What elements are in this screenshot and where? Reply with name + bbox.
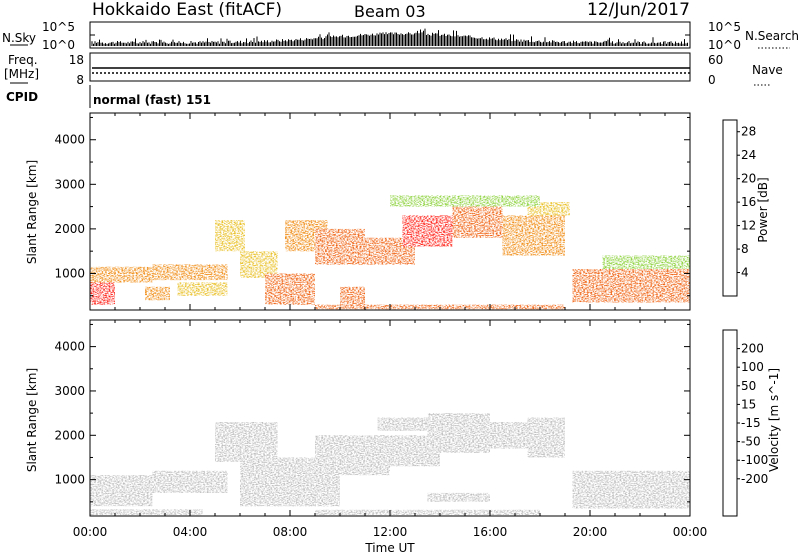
- velocity-ytick-label: 3000: [54, 384, 85, 398]
- power-panel: 1000 2000 3000 4000 Slant Range [km] 4 8 12 16…: [25, 112, 770, 311]
- velocity-colorbar: 200 100 50 15 -15 -50 -100 -200: [722, 329, 768, 517]
- time-tick-label: 00:00: [73, 525, 108, 539]
- time-tick-label: 00:00: [673, 525, 708, 539]
- power-region-18: [315, 304, 565, 310]
- velocity-colorbar-label: Velocity [m s^-1]: [767, 368, 781, 472]
- power-colorbar-frame: [722, 119, 738, 297]
- velocity-colorbar-frame: [722, 329, 738, 517]
- power-region-6: [240, 251, 278, 278]
- time-tick-label: 16:00: [473, 525, 508, 539]
- velocity-panel: 1000 2000 3000 4000 Slant Range [km] 200 100…: [25, 319, 781, 517]
- station-title: Hokkaido East (fitACF): [92, 0, 283, 20]
- power-colorbar-label: Power [dB]: [756, 177, 770, 242]
- time-tick-label: 12:00: [373, 525, 408, 539]
- power-ylabel: Slant Range [km]: [25, 160, 39, 264]
- velocity-ytick-label: 2000: [54, 428, 85, 442]
- power-region-1: [90, 266, 153, 283]
- nave-tick-0: 0: [708, 73, 716, 87]
- power-ytick-label: 3000: [54, 177, 85, 191]
- power-region-0: [90, 282, 115, 305]
- power-colorbar-tick-label: 28: [741, 125, 756, 139]
- velocity-colorbar-tick-label: -15: [741, 416, 761, 430]
- power-region-13: [452, 206, 503, 238]
- velocity-region-12: [427, 492, 490, 502]
- velocity-region-3: [215, 422, 278, 462]
- velocity-colorbar-tick-label: -200: [741, 472, 768, 486]
- velocity-region-7: [377, 417, 428, 431]
- nsky-label: N.Sky: [2, 31, 36, 45]
- power-region-16: [572, 269, 690, 303]
- time-tick-label: 08:00: [273, 525, 308, 539]
- power-region-10: [340, 286, 365, 305]
- n-tick-bottom-right: 10^0: [708, 38, 741, 52]
- power-region-9: [315, 228, 365, 265]
- velocity-region-10: [527, 417, 565, 458]
- velocity-colorbar-tick-label: 100: [741, 360, 764, 374]
- power-data-cells: [90, 195, 690, 310]
- time-axis-ticks: 00:00 04:00 08:00 12:00 16:00 20:00 00:00: [73, 113, 708, 539]
- velocity-colorbar-tick-label: -50: [741, 435, 761, 449]
- velocity-colorbar-tick-label: -100: [741, 453, 768, 467]
- power-colorbar-tick-label: 12: [741, 219, 756, 233]
- nave-label: Nave: [752, 63, 783, 77]
- power-region-4: [177, 282, 228, 296]
- power-colorbar-tick-label: 4: [741, 266, 749, 280]
- velocity-colorbar-tick-label: 200: [741, 342, 764, 356]
- power-region-12: [402, 215, 453, 247]
- power-region-14: [502, 215, 565, 256]
- power-ytick-label: 1000: [54, 266, 85, 280]
- power-colorbar-tick-label: 24: [741, 148, 756, 162]
- time-axis-title: Time UT: [364, 541, 415, 554]
- velocity-region-1: [90, 509, 203, 516]
- freq-frame: [89, 52, 691, 82]
- n-tick-top-right: 10^5: [708, 20, 741, 34]
- nsky-panel: N.Sky 10^5 10^0 10^5 10^0 N.Search: [2, 20, 799, 52]
- power-colorbar-tick-label: 8: [741, 242, 749, 256]
- power-region-19: [390, 195, 540, 207]
- date-title: 12/Jun/2017: [587, 0, 690, 20]
- cpid-label: CPID: [6, 90, 38, 104]
- power-region-2: [145, 286, 170, 301]
- velocity-region-11: [572, 470, 690, 509]
- power-colorbar: 4 8 12 16 20 24 28: [722, 119, 756, 297]
- velocity-y-ticks: 1000 2000 3000 4000: [54, 323, 690, 503]
- freq-tick-18: 18: [69, 53, 84, 67]
- time-tick-label: 04:00: [173, 525, 208, 539]
- power-ytick-label: 4000: [54, 133, 85, 147]
- velocity-region-2: [152, 470, 228, 493]
- cpid-value: normal (fast) 151: [93, 93, 211, 107]
- velocity-ytick-label: 4000: [54, 340, 85, 354]
- cpid-panel: CPID normal (fast) 151: [6, 85, 211, 108]
- freq-tick-8: 8: [76, 73, 84, 87]
- velocity-colorbar-tick-label: 15: [741, 397, 756, 411]
- time-tick-label: 20:00: [573, 525, 608, 539]
- nsearch-label: N.Search: [745, 29, 799, 43]
- power-region-3: [152, 264, 228, 281]
- power-region-17: [602, 255, 690, 269]
- power-y-ticks: 1000 2000 3000 4000: [54, 116, 690, 297]
- velocity-data-cells: [90, 413, 690, 516]
- power-colorbar-tick-label: 16: [741, 195, 756, 209]
- freq-panel: Freq. [MHz] 18 8 60 0 Nave: [4, 52, 783, 87]
- power-colorbar-tick-label: 20: [741, 172, 756, 186]
- velocity-region-13: [315, 509, 540, 516]
- velocity-region-8: [427, 413, 490, 453]
- n-tick-top-left: 10^5: [42, 20, 75, 34]
- velocity-ytick-label: 1000: [54, 473, 85, 487]
- velocity-ylabel: Slant Range [km]: [25, 368, 39, 472]
- velocity-colorbar-tick-label: 50: [741, 379, 756, 393]
- power-region-5: [215, 220, 245, 252]
- freq-label: Freq.: [8, 53, 38, 67]
- power-ytick-label: 2000: [54, 222, 85, 236]
- nave-tick-60: 60: [708, 53, 723, 67]
- n-tick-bottom-left: 10^0: [42, 38, 75, 52]
- power-region-7: [265, 273, 315, 305]
- freq-unit-label: [MHz]: [4, 67, 39, 81]
- velocity-region-0: [90, 475, 153, 507]
- nsky-bars: [91, 28, 688, 46]
- beam-title: Beam 03: [354, 2, 426, 21]
